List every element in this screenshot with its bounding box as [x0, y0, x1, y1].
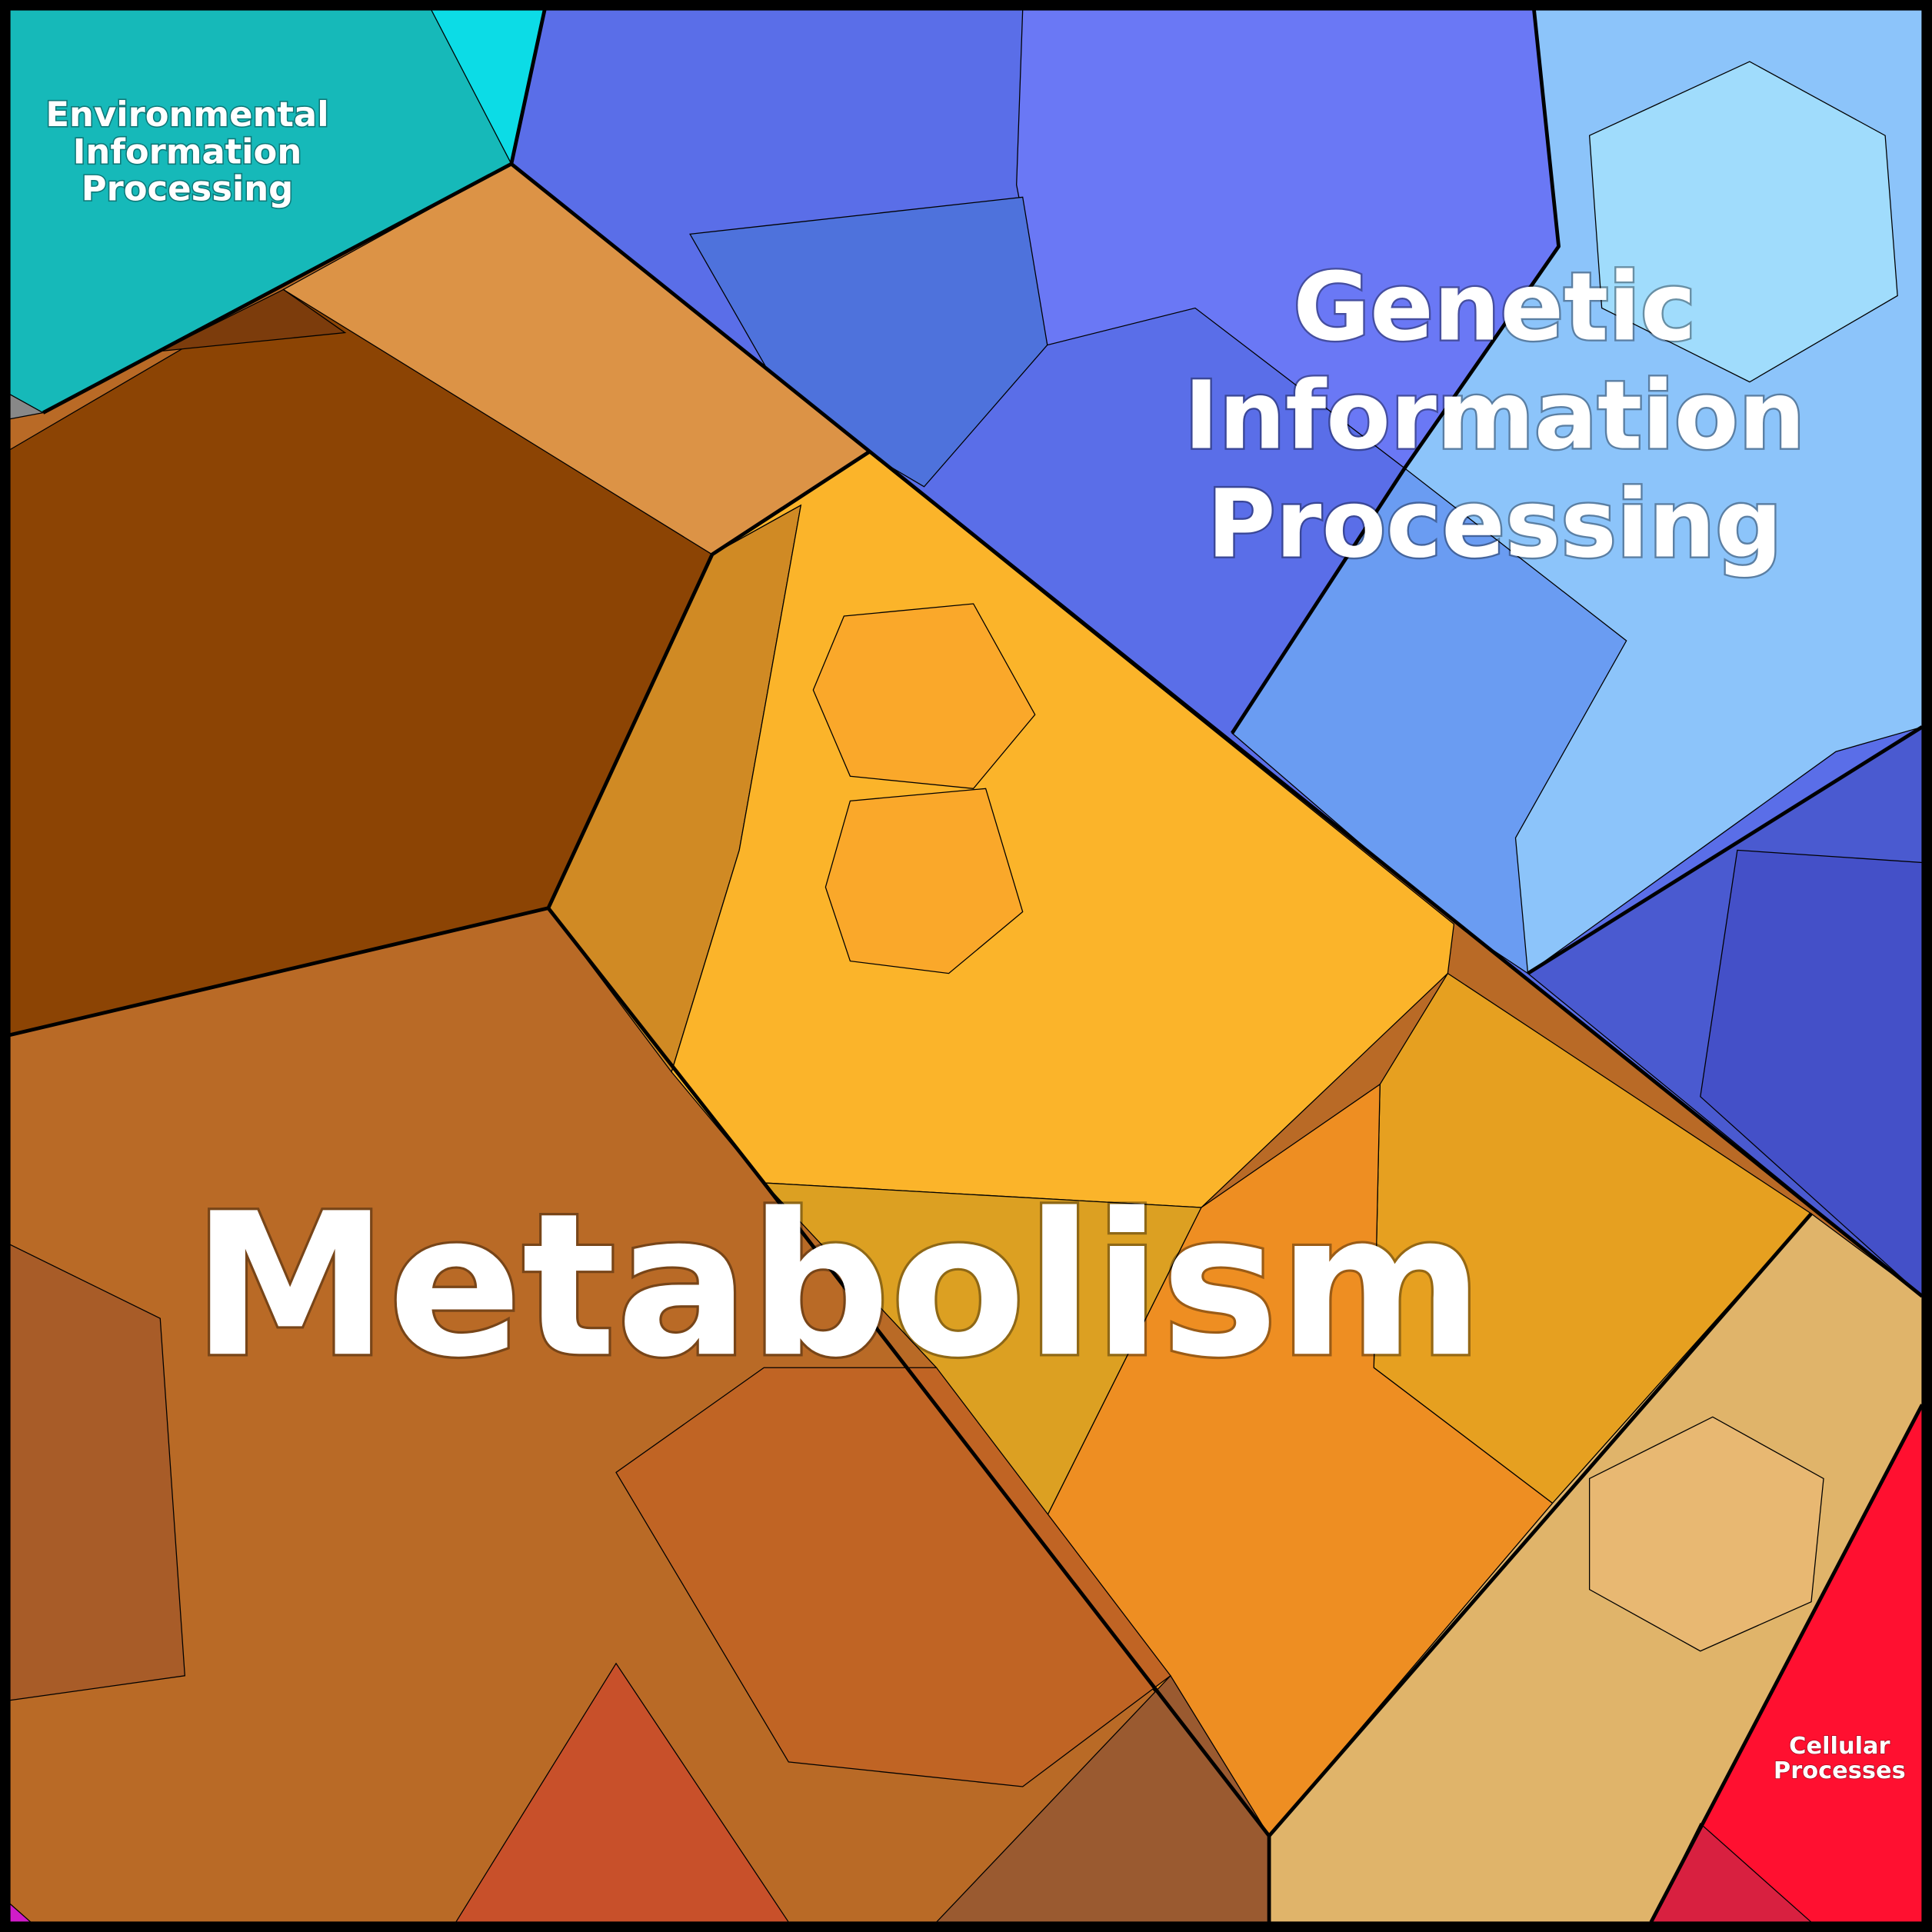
- metabolism-cell: [1588, 1416, 1824, 1652]
- metabolism-cell: [824, 788, 1024, 974]
- labels: EnvironmentalInformationProcessingGeneti…: [45, 93, 1907, 1785]
- metabolism-cell: [159, 288, 347, 352]
- outer-border: [4, 4, 1928, 1928]
- region-label: Information: [1184, 361, 1805, 471]
- border: [1267, 1212, 1813, 1837]
- region-label: Environmental: [45, 94, 328, 135]
- genetic-cell: [1588, 61, 1898, 383]
- border: [547, 907, 1271, 1923]
- metabolism-cell: [812, 603, 1036, 789]
- region-label: Cellular: [1789, 1733, 1890, 1760]
- border: [1527, 725, 1924, 975]
- border: [1231, 9, 1561, 734]
- region-label: Processes: [1774, 1757, 1906, 1784]
- region-label: Information: [73, 131, 302, 172]
- region-label: Processing: [82, 168, 294, 208]
- region-label: Genetic: [1293, 253, 1696, 362]
- region-label: Processing: [1207, 470, 1782, 579]
- major-borders: [4, 4, 1928, 1928]
- border: [510, 162, 1924, 1298]
- border: [9, 450, 870, 1038]
- border: [1649, 1404, 1924, 1924]
- cells: [9, 9, 1923, 1923]
- region-label: Metabolism: [192, 1171, 1484, 1401]
